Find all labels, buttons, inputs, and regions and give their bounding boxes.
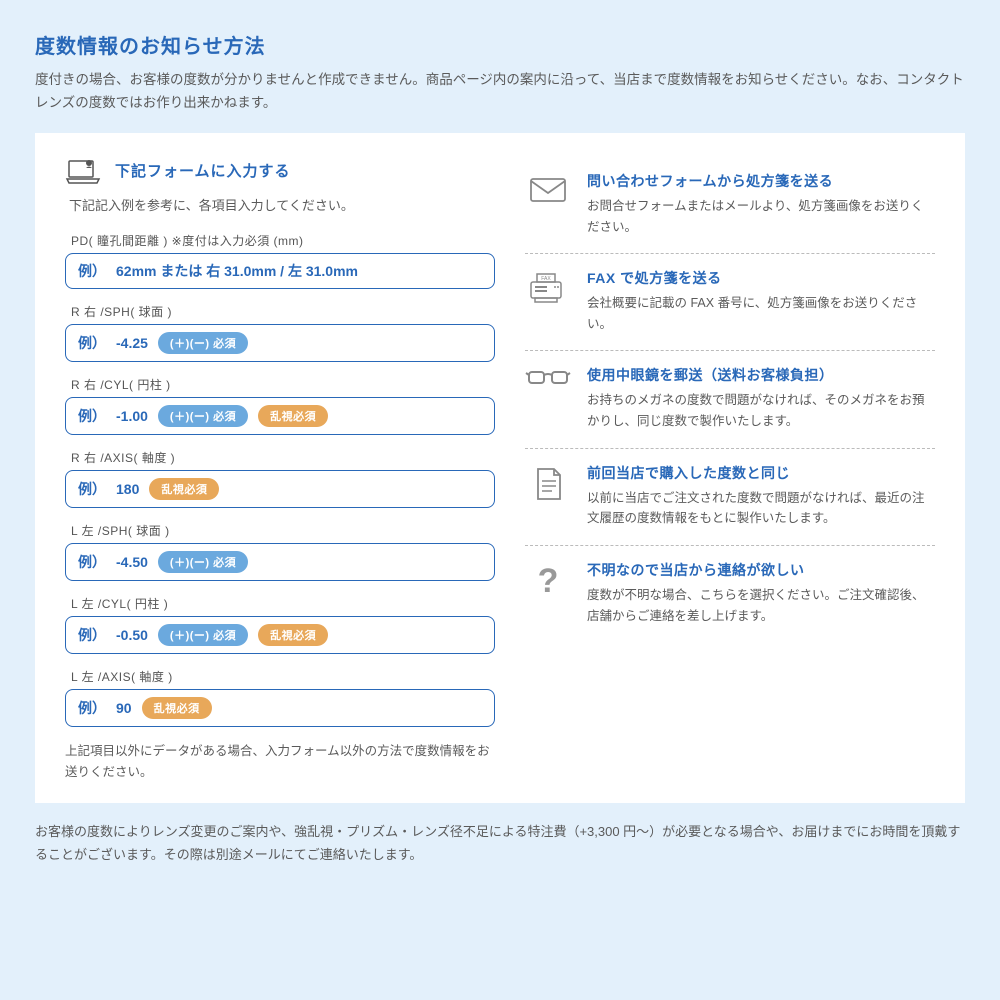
method-content: 問い合わせフォームから処方箋を送るお問合せフォームまたはメールより、処方箋画像を… (587, 171, 935, 237)
field-label: L 左 /CYL( 円柱 ) (71, 595, 495, 612)
footer-note: お客様の度数によりレンズ変更のご案内や、強乱視・プリズム・レンズ径不足による特注… (35, 821, 965, 867)
method-item: 問い合わせフォームから処方箋を送るお問合せフォームまたはメールより、処方箋画像を… (525, 157, 935, 254)
form-title: 下記フォームに入力する (115, 160, 291, 181)
method-item: 前回当店で購入した度数と同じ以前に当店でご注文された度数で問題がなければ、最近の… (525, 449, 935, 546)
page-title: 度数情報のお知らせ方法 (35, 30, 965, 59)
method-content: 使用中眼鏡を郵送（送料お客様負担） お持ちのメガネの度数で問題がなければ、そのメガ… (587, 365, 935, 431)
field-prefix: 例） (78, 406, 106, 426)
required-badge: 乱視必須 (142, 697, 212, 719)
field-prefix: 例） (78, 625, 106, 645)
method-desc: お持ちのメガネの度数で問題がなければ、そのメガネをお預かりし、同じ度数で製作いた… (587, 390, 935, 431)
method-content: 不明なので当店から連絡が欲しい度数が不明な場合、こちらを選択ください。ご注文確認… (587, 560, 935, 626)
method-item: 使用中眼鏡を郵送（送料お客様負担） お持ちのメガネの度数で問題がなければ、そのメガ… (525, 351, 935, 448)
field-label: PD( 瞳孔間距離 ) ※度付は入力必須 (mm) (71, 232, 495, 249)
field-label: L 左 /AXIS( 軸度 ) (71, 668, 495, 685)
field-group: L 左 /AXIS( 軸度 ) 例） 90 乱視必須 (65, 668, 495, 727)
method-title: 前回当店で購入した度数と同じ (587, 463, 935, 483)
field-prefix: 例） (78, 698, 106, 718)
method-desc: 度数が不明な場合、こちらを選択ください。ご注文確認後、店舗からご連絡を差し上げま… (587, 585, 935, 626)
svg-text:?: ? (538, 562, 559, 600)
field-group: L 左 /SPH( 球面 ) 例） -4.50 (＋)(ー) 必須 (65, 522, 495, 581)
page-description: 度付きの場合、お客様の度数が分かりませんと作成できません。商品ページ内の案内に沿… (35, 69, 965, 115)
method-title: 使用中眼鏡を郵送（送料お客様負担） (587, 365, 935, 385)
field-value: 62mm または 右 31.0mm / 左 31.0mm (116, 261, 358, 281)
field-prefix: 例） (78, 479, 106, 499)
field-prefix: 例） (78, 333, 106, 353)
method-title: FAX で処方箋を送る (587, 268, 935, 288)
field-example-box: 例） 62mm または 右 31.0mm / 左 31.0mm (65, 253, 495, 289)
field-prefix: 例） (78, 261, 106, 281)
field-value: -4.25 (116, 335, 148, 351)
method-desc: お問合せフォームまたはメールより、処方箋画像をお送りください。 (587, 196, 935, 237)
method-item: ? 不明なので当店から連絡が欲しい度数が不明な場合、こちらを選択ください。ご注文確… (525, 546, 935, 642)
method-desc: 会社概要に記載の FAX 番号に、処方箋画像をお送りください。 (587, 293, 935, 334)
field-prefix: 例） (78, 552, 106, 572)
form-subtitle: 下記記入例を参考に、各項目入力してください。 (69, 195, 495, 214)
laptop-icon (65, 157, 101, 185)
field-value: 180 (116, 481, 139, 497)
field-group: R 右 /CYL( 円柱 ) 例） -1.00 (＋)(ー) 必須乱視必須 (65, 376, 495, 435)
field-label: R 右 /AXIS( 軸度 ) (71, 449, 495, 466)
field-value: -0.50 (116, 627, 148, 643)
field-group: R 右 /SPH( 球面 ) 例） -4.25 (＋)(ー) 必須 (65, 303, 495, 362)
mail-icon (525, 171, 571, 237)
field-example-box: 例） 180 乱視必須 (65, 470, 495, 508)
method-content: 前回当店で購入した度数と同じ以前に当店でご注文された度数で問題がなければ、最近の… (587, 463, 935, 529)
question-icon: ? (525, 560, 571, 626)
field-label: L 左 /SPH( 球面 ) (71, 522, 495, 539)
field-example-box: 例） -0.50 (＋)(ー) 必須乱視必須 (65, 616, 495, 654)
field-example-box: 例） -4.50 (＋)(ー) 必須 (65, 543, 495, 581)
required-badge: 乱視必須 (258, 624, 328, 646)
required-badge: (＋)(ー) 必須 (158, 405, 248, 427)
field-label: R 右 /CYL( 円柱 ) (71, 376, 495, 393)
method-title: 問い合わせフォームから処方箋を送る (587, 171, 935, 191)
form-column: 下記フォームに入力する 下記記入例を参考に、各項目入力してください。 PD( 瞳… (65, 157, 495, 784)
field-example-box: 例） -1.00 (＋)(ー) 必須乱視必須 (65, 397, 495, 435)
required-badge: (＋)(ー) 必須 (158, 624, 248, 646)
method-desc: 以前に当店でご注文された度数で問題がなければ、最近の注文履歴の度数情報をもとに製… (587, 488, 935, 529)
field-group: PD( 瞳孔間距離 ) ※度付は入力必須 (mm) 例） 62mm または 右 31… (65, 232, 495, 289)
field-label: R 右 /SPH( 球面 ) (71, 303, 495, 320)
field-example-box: 例） -4.25 (＋)(ー) 必須 (65, 324, 495, 362)
method-item: FAX FAX で処方箋を送る会社概要に記載の FAX 番号に、処方箋画像をお送り… (525, 254, 935, 351)
method-content: FAX で処方箋を送る会社概要に記載の FAX 番号に、処方箋画像をお送りくださ… (587, 268, 935, 334)
required-badge: (＋)(ー) 必須 (158, 551, 248, 573)
doc-icon (525, 463, 571, 529)
field-value: -4.50 (116, 554, 148, 570)
field-value: -1.00 (116, 408, 148, 424)
field-group: L 左 /CYL( 円柱 ) 例） -0.50 (＋)(ー) 必須乱視必須 (65, 595, 495, 654)
required-badge: (＋)(ー) 必須 (158, 332, 248, 354)
fax-icon: FAX (525, 268, 571, 334)
required-badge: 乱視必須 (258, 405, 328, 427)
form-note: 上記項目以外にデータがある場合、入力フォーム以外の方法で度数情報をお送りください… (65, 741, 495, 784)
svg-text:FAX: FAX (541, 276, 551, 282)
method-title: 不明なので当店から連絡が欲しい (587, 560, 935, 580)
field-group: R 右 /AXIS( 軸度 ) 例） 180 乱視必須 (65, 449, 495, 508)
glasses-icon (525, 365, 571, 431)
field-value: 90 (116, 700, 132, 716)
methods-column: 問い合わせフォームから処方箋を送るお問合せフォームまたはメールより、処方箋画像を… (525, 157, 935, 784)
content-box: 下記フォームに入力する 下記記入例を参考に、各項目入力してください。 PD( 瞳… (35, 133, 965, 804)
required-badge: 乱視必須 (149, 478, 219, 500)
field-example-box: 例） 90 乱視必須 (65, 689, 495, 727)
